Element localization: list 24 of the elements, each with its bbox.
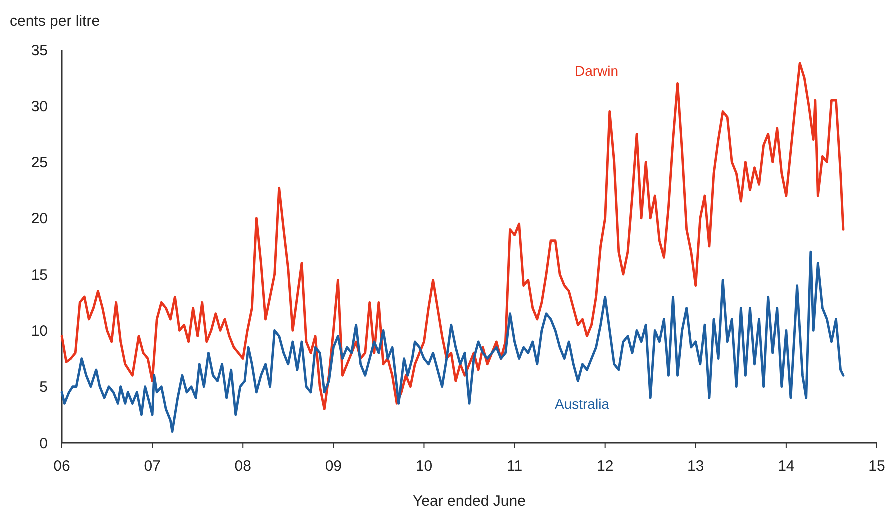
y-axis-title: cents per litre — [10, 13, 100, 30]
x-tick-label: 12 — [596, 458, 614, 475]
x-tick-label: 13 — [688, 458, 704, 475]
y-tick-label: 25 — [31, 154, 48, 172]
series-label: Australia — [555, 396, 610, 412]
y-tick-label: 20 — [31, 210, 48, 228]
y-tick-label: 30 — [31, 98, 48, 116]
y-tick-label: 35 — [31, 42, 48, 60]
x-tick-label: 06 — [54, 458, 70, 475]
y-tick-label: 5 — [40, 379, 48, 396]
x-tick-label: 15 — [868, 458, 886, 475]
x-tick-label: 08 — [234, 458, 252, 475]
x-axis-title: Year ended June — [413, 493, 526, 510]
x-tick-label: 09 — [325, 458, 342, 475]
line-series — [60, 62, 845, 411]
x-tick-label: 10 — [416, 458, 433, 475]
y-tick-label: 0 — [40, 435, 48, 452]
text: Darwin — [575, 63, 619, 79]
y-tick-label: 10 — [31, 322, 48, 340]
y-tick-label: 15 — [31, 266, 48, 284]
line-series — [60, 250, 845, 433]
x-tick-label: 14 — [778, 458, 795, 475]
x-tick-label: 11 — [506, 458, 523, 475]
x-tick-label: 07 — [144, 458, 161, 475]
